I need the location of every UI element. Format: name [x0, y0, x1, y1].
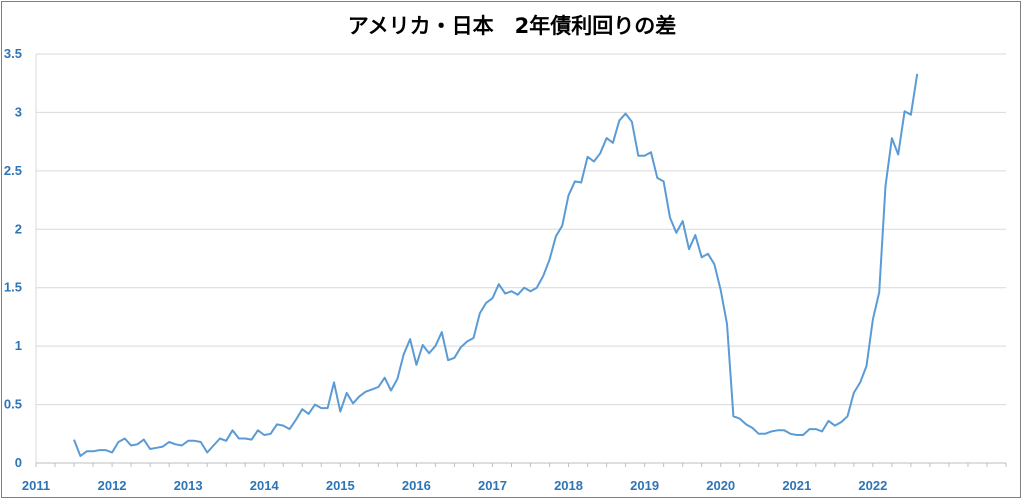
y-tick-label: 3.5 — [4, 46, 22, 61]
x-tick-label: 2020 — [706, 478, 735, 493]
y-tick-label: 0 — [15, 455, 22, 470]
x-tick-label: 2012 — [98, 478, 127, 493]
x-tick-label: 2018 — [554, 478, 583, 493]
y-tick-label: 1.5 — [4, 280, 22, 295]
y-tick-label: 2 — [15, 221, 22, 236]
x-tick-label: 2019 — [630, 478, 659, 493]
x-tick-label: 2016 — [402, 478, 431, 493]
chart-title: アメリカ・日本 2年債利回りの差 — [347, 14, 677, 38]
x-tick-label: 2014 — [250, 478, 280, 493]
y-tick-label: 1 — [15, 338, 22, 353]
series-line — [73, 73, 919, 457]
y-tick-label: 0.5 — [4, 397, 22, 412]
x-tick-label: 2015 — [326, 478, 355, 493]
y-tick-label: 3 — [15, 104, 22, 119]
x-tick-label: 2013 — [174, 478, 203, 493]
x-tick-label: 2017 — [478, 478, 507, 493]
x-tick-label: 2021 — [782, 478, 811, 493]
y-tick-label: 2.5 — [4, 163, 22, 178]
x-tick-label: 2011 — [22, 478, 50, 493]
x-tick-label: 2022 — [858, 478, 887, 493]
